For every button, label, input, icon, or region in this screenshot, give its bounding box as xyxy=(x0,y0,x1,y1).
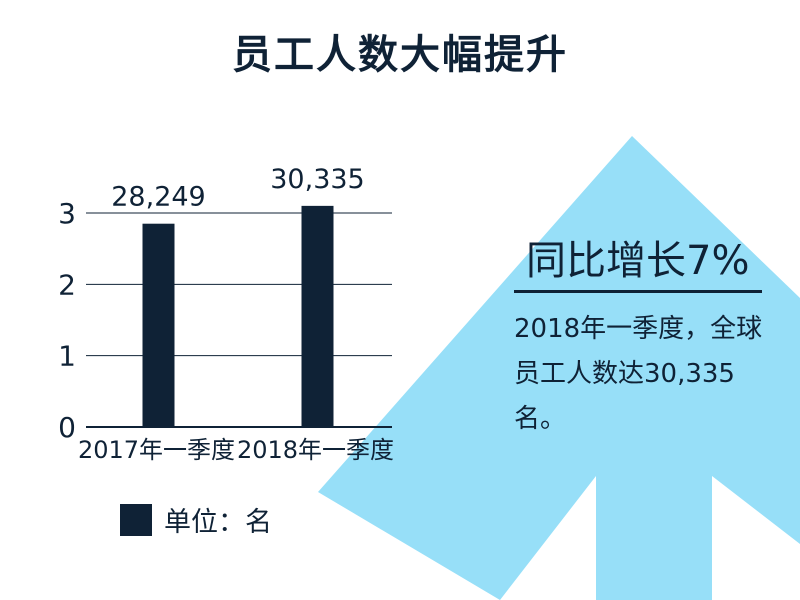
legend-label: 单位：名 xyxy=(164,507,272,538)
page-title: 员工人数大幅提升 xyxy=(232,32,568,78)
growth-callout: 同比增长7% 2018年一季度，全球员工人数达30,335名。 xyxy=(514,228,764,442)
y-tick-label: 3 xyxy=(58,197,76,230)
callout-headline: 同比增长7% xyxy=(514,228,762,293)
x-tick-labels: 2017年一季度 2018年一季度 xyxy=(78,436,394,464)
y-tick-labels: 0 1 2 3 xyxy=(58,197,76,444)
bar xyxy=(142,223,175,427)
x-tick-label: 2018年一季度 xyxy=(237,436,394,464)
gridlines xyxy=(86,212,392,428)
y-tick-label: 2 xyxy=(58,268,76,301)
bars xyxy=(142,205,334,427)
callout-body: 2018年一季度，全球员工人数达30,335名。 xyxy=(514,314,763,434)
data-label: 28,249 xyxy=(111,182,205,213)
data-label: 30,335 xyxy=(270,164,364,195)
arrow-body xyxy=(318,136,800,600)
x-tick-label: 2017年一季度 xyxy=(78,436,235,464)
bar xyxy=(301,205,334,427)
legend: 单位：名 xyxy=(120,500,272,539)
data-labels: 28,249 30,335 xyxy=(111,164,364,213)
y-tick-label: 0 xyxy=(58,411,76,444)
y-tick-label: 1 xyxy=(58,340,76,373)
legend-swatch xyxy=(120,503,152,536)
